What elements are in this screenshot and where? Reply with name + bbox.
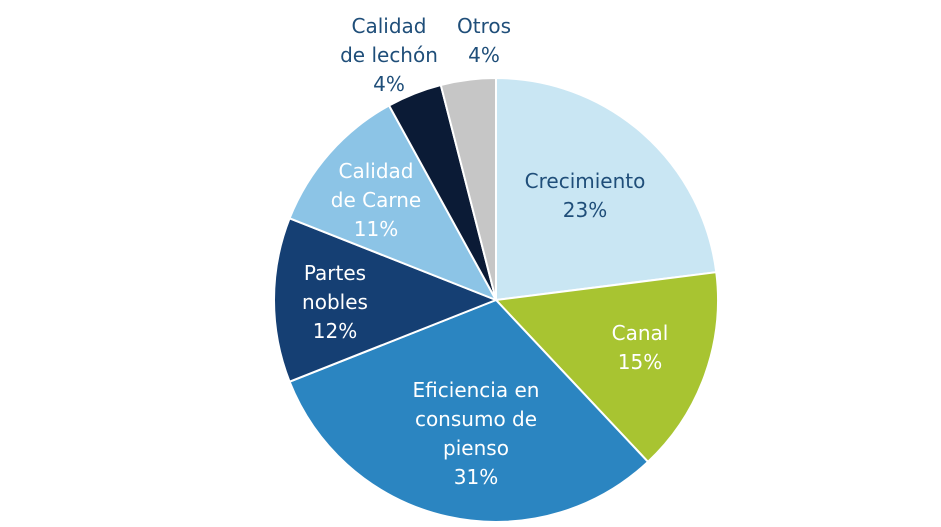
slice-category-label: Calidad: [352, 14, 427, 38]
slice-value-label: 31%: [454, 465, 498, 489]
slice-value-label: 23%: [563, 198, 607, 222]
pie-slice-otros: [439, 76, 497, 301]
pie-slice-crecimiento: [495, 76, 718, 302]
pie-slice-canal: [493, 271, 719, 464]
pie-slice-calidad-de-carne: [288, 104, 499, 302]
slice-value-label: 4%: [468, 43, 500, 67]
slice-category-label: Calidad: [339, 159, 414, 183]
slice-category-label: pienso: [443, 436, 509, 460]
slice-category-label: Canal: [612, 321, 669, 345]
slice-label: Calidad de Carne 11%: [331, 159, 421, 241]
pie-labels: Crecimiento 23% Canal 15% Eficiencia en consu…: [302, 14, 668, 489]
slice-value-label: 12%: [313, 319, 357, 343]
slice-value-label: 4%: [373, 72, 405, 96]
slice-label: Crecimiento 23%: [525, 169, 646, 222]
slice-category-label: Crecimiento: [525, 169, 646, 193]
slice-label: Otros 4%: [457, 14, 511, 67]
slice-value-label: 15%: [618, 350, 662, 374]
slice-value-label: 11%: [354, 217, 398, 241]
slice-label: Calidad de lechón 4%: [340, 14, 438, 96]
pie-slice-eficiencia-en-consumo-de-pienso: [288, 298, 650, 523]
slice-category-label: Partes: [304, 261, 366, 285]
slice-label: Partes nobles 12%: [302, 261, 368, 343]
slice-category-label: consumo de: [415, 407, 537, 431]
slice-category-label: Eficiencia en: [413, 378, 540, 402]
slice-category-label: nobles: [302, 290, 368, 314]
slice-label: Canal 15%: [612, 321, 669, 374]
slice-category-label: de lechón: [340, 43, 438, 67]
pie-slices: [273, 76, 719, 523]
pie-slice-partes-nobles: [273, 216, 499, 384]
slice-category-label: Otros: [457, 14, 511, 38]
slice-label: Eficiencia en consumo de pienso 31%: [413, 378, 540, 489]
slice-category-label: de Carne: [331, 188, 421, 212]
